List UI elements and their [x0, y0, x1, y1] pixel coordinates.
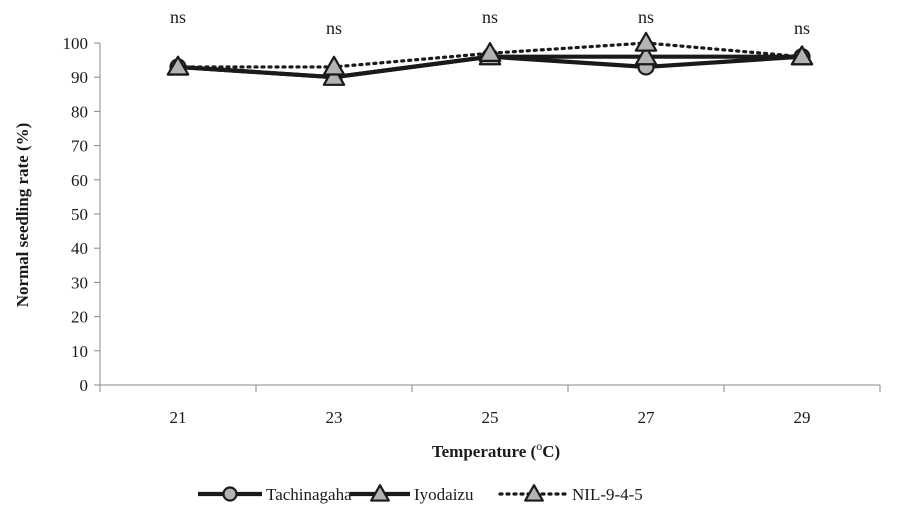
x-tick-label: 21	[170, 408, 187, 427]
y-tick-label: 50	[71, 205, 88, 224]
legend-item: Iyodaizu	[350, 484, 474, 504]
data-point-marker	[322, 55, 346, 76]
legend-item: NIL-9-4-5	[498, 484, 643, 504]
series-line	[176, 41, 804, 69]
x-tick-label: 29	[794, 408, 811, 427]
axes: 0 10 20 30 40 50 60 70 80 90 100 21 23 25 27 29	[63, 34, 881, 427]
legend-item: Tachinagaha	[198, 485, 352, 504]
y-tick-label: 0	[80, 376, 89, 395]
data-point-marker	[166, 55, 190, 76]
significance-label: ns	[638, 7, 654, 27]
y-tick-label: 90	[71, 68, 88, 87]
data-point-marker	[790, 45, 814, 66]
x-axis-title: Temperature (oC)	[432, 439, 560, 461]
legend-marker	[222, 486, 238, 502]
legend-label: NIL-9-4-5	[572, 485, 643, 504]
x-tick-label: 27	[638, 408, 656, 427]
y-tick-label: 100	[63, 34, 89, 53]
legend-marker	[370, 484, 390, 502]
legend-label: Iyodaizu	[414, 485, 474, 504]
y-tick-label: 60	[71, 171, 88, 190]
significance-label: ns	[794, 18, 810, 38]
annotations: ns ns ns ns ns	[170, 7, 810, 38]
x-tick-label: 23	[326, 408, 343, 427]
significance-label: ns	[482, 7, 498, 27]
data-point-marker	[478, 42, 502, 62]
legend-label: Tachinagaha	[266, 485, 352, 504]
y-tick-label: 70	[71, 137, 88, 156]
y-tick-label: 10	[71, 342, 88, 361]
series-NIL-9-4-5	[166, 31, 814, 76]
legend: Tachinagaha Iyodaizu NIL-9-4-5	[198, 484, 643, 504]
legend-marker	[524, 484, 544, 502]
series-layer	[166, 31, 814, 86]
y-axis-title: Normal seedling rate (%)	[13, 123, 32, 308]
y-tick-label: 80	[71, 102, 88, 121]
data-point-marker	[634, 31, 658, 52]
y-tick-label: 20	[71, 308, 88, 327]
y-tick-label: 30	[71, 273, 88, 292]
data-point-marker	[322, 65, 346, 86]
significance-label: ns	[170, 7, 186, 27]
data-point-marker	[634, 45, 658, 66]
x-tick-label: 25	[482, 408, 499, 427]
significance-label: ns	[326, 18, 342, 38]
y-tick-label: 40	[71, 239, 88, 258]
